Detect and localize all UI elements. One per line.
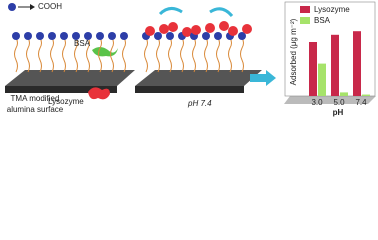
ball [214,32,222,40]
chart-base [284,96,376,104]
chain [74,37,78,73]
ball [238,32,246,40]
y-axis-label: Adsorbed (μg m⁻²) [289,18,298,85]
ball [24,32,32,40]
lysozyme-blob [159,24,169,34]
legend-label: COOH [38,2,62,11]
lysozyme-blob [228,26,238,36]
legend-ball [8,3,16,11]
ball [48,32,56,40]
legend-arrowhead [30,4,35,10]
bsa-blob [92,47,118,57]
chain [192,37,196,73]
lysozyme-blob [191,25,201,35]
surface-left [5,70,135,86]
chain [26,37,30,73]
bsa-label: BSA [74,39,91,48]
bar [309,42,317,96]
lysozyme-label: Lysozyme [48,97,84,106]
ball [154,32,162,40]
x-tick-label: 7.4 [355,98,367,107]
ball [84,32,92,40]
ball [202,32,210,40]
chain [156,37,160,73]
surface-middle [135,70,262,86]
lysozyme-blob [205,23,215,33]
lysozyme-blob [145,26,155,36]
chain [50,37,54,73]
arrow [209,7,234,18]
chain [110,37,114,73]
chain [204,37,208,73]
legend-swatch [300,6,310,13]
chain [168,37,172,73]
chain [144,37,148,73]
bar [331,34,339,96]
x-axis-label: pH [333,108,344,117]
ball [166,32,174,40]
legend-label: BSA [314,16,331,25]
ph-label: pH 7.4 [187,99,212,108]
bar [362,94,370,96]
result-arrow [250,70,276,86]
chain [98,37,102,73]
x-tick-label: 5.0 [333,98,345,107]
chain [180,37,184,73]
chain [38,37,42,73]
chain [228,37,232,73]
ball [96,32,104,40]
ball [12,32,20,40]
chain [216,37,220,73]
ball [36,32,44,40]
ball [72,32,80,40]
surface-label: TMA modified [11,94,60,103]
diagram [5,1,376,104]
lysozyme-blob [88,87,110,100]
chain [122,37,126,73]
ball [60,32,68,40]
ball [120,32,128,40]
bar [353,31,361,97]
legend-label: Lysozyme [314,5,350,14]
x-tick-label: 3.0 [311,98,323,107]
lysozyme-blob [168,22,178,32]
surface-label: alumina surface [7,105,64,114]
arrow [158,7,183,16]
chart-frame [284,1,376,97]
lysozyme-blob [242,24,252,34]
ball [108,32,116,40]
bar [318,63,326,96]
legend-swatch [300,17,310,24]
chain [14,37,18,73]
chain [62,37,66,73]
lysozyme-blob [182,27,192,37]
graphical-abstract: COOH BSA Lysozyme TMA modified alumina s… [5,1,376,117]
chain [240,37,244,73]
surface-middle-front [135,86,244,93]
chain [86,37,90,73]
bar [340,92,348,96]
lysozyme-blob [219,21,229,31]
